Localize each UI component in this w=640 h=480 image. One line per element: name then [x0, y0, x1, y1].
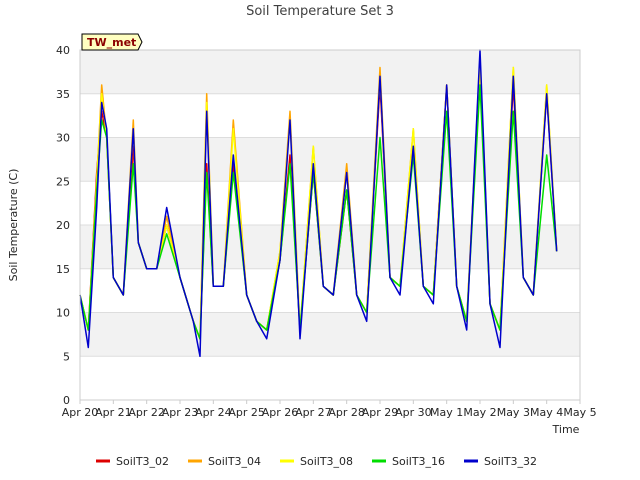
x-tick-label: May 3 [497, 406, 530, 419]
y-tick-label: 5 [63, 350, 70, 363]
legend: SoilT3_02 SoilT3_04 SoilT3_08 SoilT3_16 Soil… [96, 455, 537, 468]
x-tick-label: Apr 21 [95, 406, 132, 419]
y-tick-label: 0 [63, 394, 70, 407]
y-tick-label: 20 [56, 219, 70, 232]
x-tick-label: May 2 [463, 406, 496, 419]
x-tick-label: May 1 [430, 406, 463, 419]
legend-label: SoilT3_02 [116, 455, 169, 468]
badge-label: TW_met [87, 36, 136, 49]
y-tick-labels: 0 5 10 15 20 25 30 35 40 [56, 44, 70, 407]
x-tick-label: Apr 29 [362, 406, 399, 419]
x-tick-label: May 4 [530, 406, 563, 419]
plot-frame [79, 49, 581, 401]
plot-band [80, 312, 580, 357]
site-badge: TW_met [81, 33, 143, 51]
badge-shape [81, 33, 143, 51]
legend-label: SoilT3_32 [484, 455, 537, 468]
x-axis-label: Time [552, 423, 580, 436]
x-tick-label: Apr 27 [295, 406, 332, 419]
series-lines [79, 49, 558, 358]
x-tick-label: Apr 24 [195, 406, 232, 419]
chart-title: Soil Temperature Set 3 [246, 4, 394, 19]
y-tick-label: 10 [56, 307, 70, 320]
y-tick-label: 30 [56, 132, 70, 145]
y-tick-label: 35 [56, 88, 70, 101]
y-axis-label: Soil Temperature (C) [7, 169, 20, 282]
plot-band [80, 137, 580, 182]
x-tick-label: May 5 [563, 406, 596, 419]
x-tick-label: Apr 28 [328, 406, 365, 419]
x-tick-label: Apr 30 [395, 406, 432, 419]
legend-label: SoilT3_04 [208, 455, 261, 468]
x-tick-label: Apr 23 [162, 406, 199, 419]
x-tick-label: Apr 20 [62, 406, 99, 419]
series-line-SoilT3_32 [79, 49, 558, 358]
legend-label: SoilT3_08 [300, 455, 353, 468]
legend-label: SoilT3_16 [392, 455, 445, 468]
plot-band [80, 50, 580, 94]
x-tick-label: Apr 26 [262, 406, 299, 419]
y-tick-label: 25 [56, 175, 70, 188]
y-tick-label: 15 [56, 263, 70, 276]
x-tick-label: Apr 25 [228, 406, 265, 419]
x-tick-label: Apr 22 [128, 406, 165, 419]
y-tick-label: 40 [56, 44, 70, 57]
